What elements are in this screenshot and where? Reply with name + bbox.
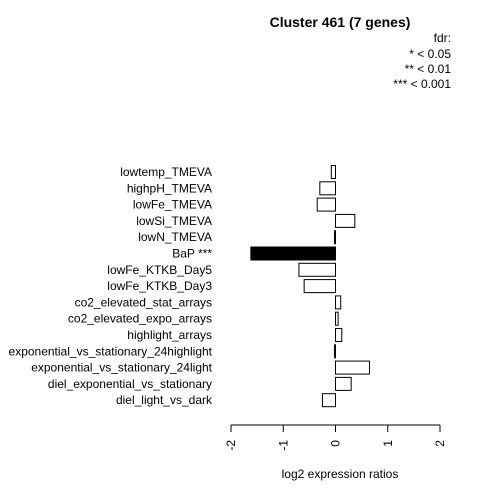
category-label: lowFe_TMEVA <box>133 198 212 212</box>
bar <box>335 311 339 326</box>
category-labels: lowtemp_TMEVA highpH_TMEVA lowFe_TMEVA lowS… <box>9 165 213 407</box>
legend-entry: *** < 0.001 <box>393 77 451 91</box>
category-label: diel_light_vs_dark <box>116 393 213 407</box>
legend-title: fdr: <box>434 31 451 45</box>
category-label: highpH_TMEVA <box>127 181 212 195</box>
category-label: lowSi_TMEVA <box>136 214 212 228</box>
bars <box>250 165 370 408</box>
bar <box>250 246 336 261</box>
x-tick-label: -2 <box>224 440 238 451</box>
category-label: lowN_TMEVA <box>138 230 212 244</box>
x-tick-label: -1 <box>276 440 290 451</box>
x-tick-label: 1 <box>381 440 395 447</box>
bar <box>316 197 336 212</box>
category-label: co2_elevated_stat_arrays <box>75 295 212 309</box>
x-axis-label: log2 expression ratios <box>282 467 399 481</box>
category-label: diel_exponential_vs_stationary <box>48 377 212 391</box>
x-tick-label: 2 <box>433 440 447 447</box>
bar <box>330 165 337 179</box>
bar <box>335 328 343 342</box>
category-label: exponential_vs_stationary_24highlight <box>9 344 213 358</box>
bar <box>333 230 336 245</box>
bar <box>333 344 336 359</box>
category-label: lowFe_KTKB_Day3 <box>107 279 212 293</box>
category-label: co2_elevated_expo_arrays <box>68 312 212 326</box>
category-label: lowtemp_TMEVA <box>120 165 212 179</box>
chart-title: Cluster 461 (7 genes) <box>270 14 411 30</box>
category-label: lowFe_KTKB_Day5 <box>107 263 212 277</box>
bar <box>319 181 337 196</box>
x-tick-label: 0 <box>329 440 343 447</box>
bar <box>335 376 352 391</box>
bar <box>321 393 336 408</box>
bar <box>303 279 336 294</box>
bar <box>298 262 336 277</box>
category-label: highlight_arrays <box>127 328 212 342</box>
category-label: BaP *** <box>172 247 212 261</box>
bar <box>335 295 342 310</box>
bar <box>335 360 370 375</box>
bar <box>335 213 356 228</box>
chart-legend: fdr: * < 0.05** < 0.01*** < 0.001 <box>393 31 451 91</box>
category-label: exponential_vs_stationary_24light <box>31 361 212 375</box>
legend-entry: * < 0.05 <box>409 47 451 61</box>
legend-entry: ** < 0.01 <box>405 62 452 76</box>
x-axis: -2 -1 0 1 2 <box>224 424 447 451</box>
